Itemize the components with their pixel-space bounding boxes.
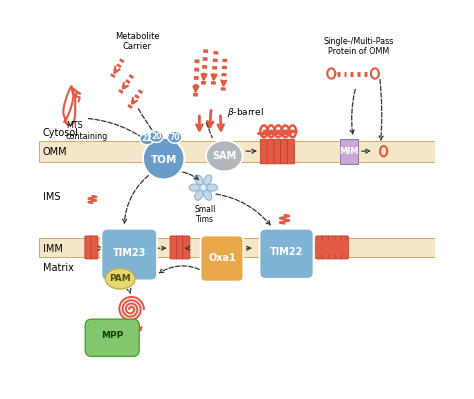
FancyBboxPatch shape [176, 236, 183, 259]
FancyBboxPatch shape [335, 236, 342, 259]
Text: IMM: IMM [43, 244, 63, 254]
FancyBboxPatch shape [341, 236, 348, 259]
Text: Oxa1: Oxa1 [208, 253, 236, 263]
Text: MTS
containing: MTS containing [66, 121, 108, 141]
FancyBboxPatch shape [39, 141, 435, 162]
Text: Matrix: Matrix [43, 263, 74, 273]
Text: 20: 20 [151, 132, 162, 141]
Ellipse shape [149, 130, 164, 142]
Text: Cytosol: Cytosol [43, 128, 79, 138]
FancyBboxPatch shape [201, 235, 243, 282]
FancyBboxPatch shape [267, 139, 274, 164]
Text: OMM: OMM [43, 147, 67, 157]
FancyBboxPatch shape [260, 229, 313, 279]
FancyBboxPatch shape [101, 229, 157, 280]
Ellipse shape [195, 175, 203, 185]
Ellipse shape [143, 138, 184, 180]
FancyBboxPatch shape [281, 139, 288, 164]
Text: PAM: PAM [109, 274, 131, 283]
FancyBboxPatch shape [260, 139, 267, 164]
Ellipse shape [105, 269, 135, 289]
FancyBboxPatch shape [85, 319, 139, 356]
FancyBboxPatch shape [340, 139, 358, 164]
FancyBboxPatch shape [182, 236, 190, 259]
Ellipse shape [206, 140, 243, 171]
Text: TIM22: TIM22 [270, 247, 303, 257]
Ellipse shape [203, 175, 212, 185]
FancyBboxPatch shape [85, 236, 92, 259]
FancyBboxPatch shape [287, 139, 294, 164]
Ellipse shape [203, 190, 212, 200]
FancyBboxPatch shape [322, 236, 329, 259]
Text: Single-/Multi-Pass
Protein of OMM: Single-/Multi-Pass Protein of OMM [324, 37, 394, 56]
Ellipse shape [168, 131, 182, 143]
Ellipse shape [140, 133, 154, 145]
FancyBboxPatch shape [328, 236, 336, 259]
Text: 22: 22 [142, 134, 152, 143]
Text: $\beta$-barrel: $\beta$-barrel [227, 106, 264, 119]
Ellipse shape [207, 184, 218, 191]
Ellipse shape [200, 184, 207, 191]
Text: IMS: IMS [43, 192, 60, 202]
FancyBboxPatch shape [170, 236, 177, 259]
FancyBboxPatch shape [39, 238, 435, 257]
FancyBboxPatch shape [91, 236, 98, 259]
FancyBboxPatch shape [316, 236, 323, 259]
Text: MPP: MPP [101, 330, 123, 340]
Text: 70: 70 [170, 133, 180, 142]
Text: MIM: MIM [339, 147, 358, 156]
Ellipse shape [195, 190, 203, 200]
Text: TOM: TOM [151, 155, 177, 165]
Text: TIM23: TIM23 [112, 249, 146, 259]
Text: SAM: SAM [212, 151, 237, 161]
Text: Metabolite
Carrier: Metabolite Carrier [115, 32, 159, 51]
Text: Small
Tims: Small Tims [195, 205, 216, 224]
FancyBboxPatch shape [274, 139, 281, 164]
Ellipse shape [189, 184, 200, 191]
